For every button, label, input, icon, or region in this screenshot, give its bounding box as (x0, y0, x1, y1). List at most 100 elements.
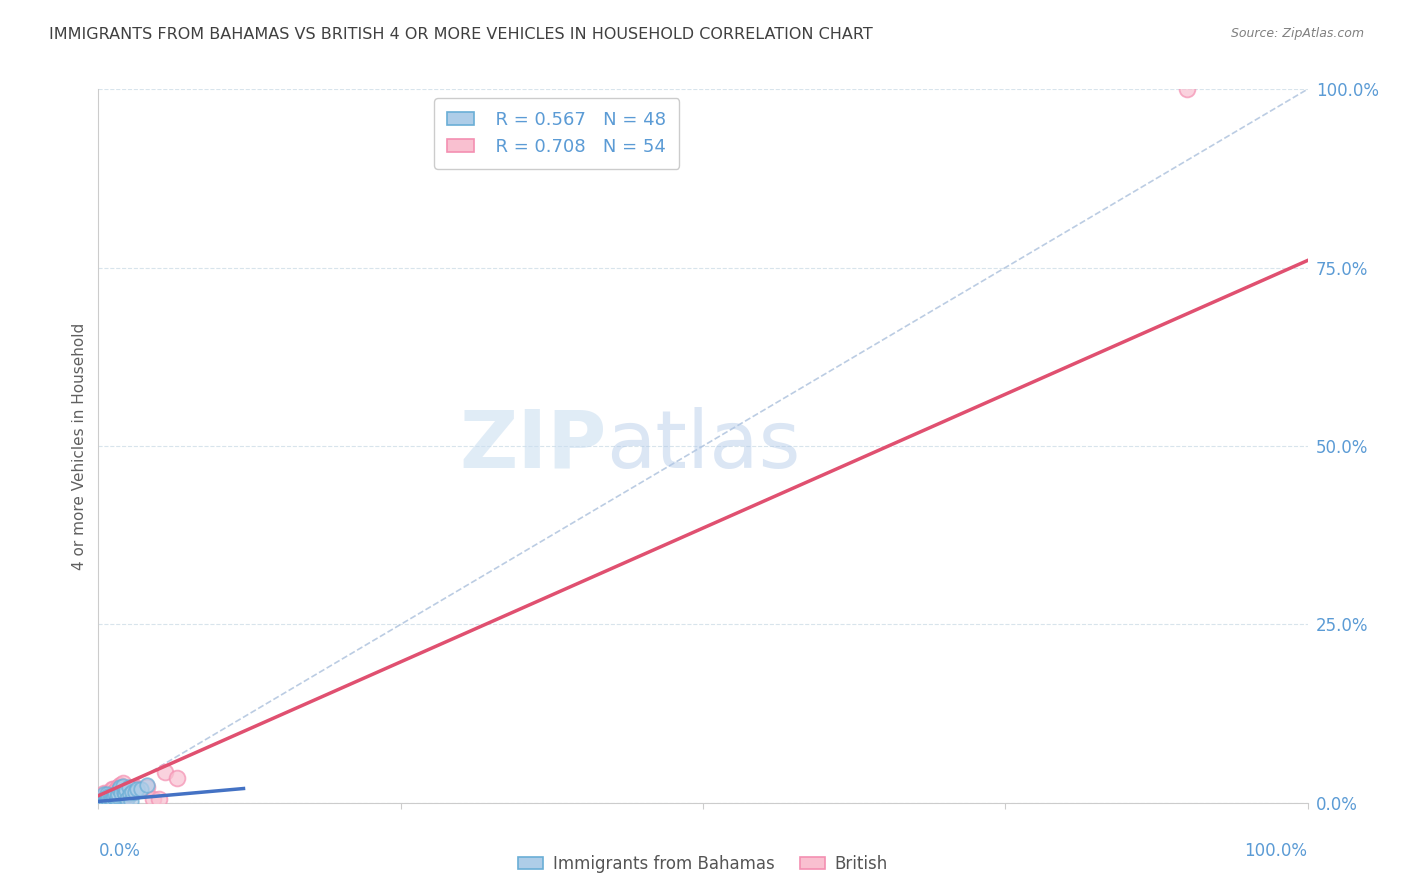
Point (111, 776, 134, 790)
Point (90, 794, 112, 808)
Point (89, 795, 111, 809)
Text: 0.0%: 0.0% (98, 842, 141, 860)
Point (114, 789, 136, 803)
Point (118, 787, 141, 801)
Point (108, 781, 131, 796)
Point (135, 780, 157, 794)
Point (97, 791, 120, 805)
Point (108, 780, 131, 794)
Point (93, 792, 115, 806)
Point (98, 794, 121, 808)
Point (124, 780, 146, 794)
Point (101, 789, 124, 803)
Point (101, 789, 124, 803)
Point (127, 781, 149, 796)
Point (104, 785, 127, 799)
Point (91, 792, 114, 806)
Point (89, 794, 111, 808)
Point (120, 794, 142, 808)
Point (94, 789, 117, 803)
Point (100, 793, 122, 807)
Point (148, 792, 170, 806)
Point (90, 794, 112, 808)
Legend:   R = 0.567   N = 48,   R = 0.708   N = 54: R = 0.567 N = 48, R = 0.708 N = 54 (434, 98, 679, 169)
Point (91, 794, 114, 808)
Point (91, 793, 114, 807)
Point (108, 778, 131, 792)
Point (112, 785, 135, 799)
Point (91, 793, 114, 807)
Point (90, 795, 112, 809)
Point (93, 794, 115, 808)
Point (90, 795, 112, 809)
Point (118, 785, 141, 799)
Point (97, 787, 120, 801)
Point (91, 794, 114, 808)
Point (103, 785, 125, 799)
Point (118, 780, 141, 794)
Point (96, 787, 118, 801)
Point (124, 785, 146, 799)
Point (107, 787, 129, 801)
Text: IMMIGRANTS FROM BAHAMAS VS BRITISH 4 OR MORE VEHICLES IN HOUSEHOLD CORRELATION C: IMMIGRANTS FROM BAHAMAS VS BRITISH 4 OR … (49, 27, 873, 42)
Point (100, 789, 122, 803)
Point (96, 790, 118, 805)
Point (91, 794, 114, 808)
Point (93, 794, 115, 808)
Point (115, 783, 138, 797)
Point (94, 794, 117, 808)
Point (110, 780, 132, 794)
Point (153, 765, 176, 780)
Point (89, 794, 111, 808)
Point (94, 790, 117, 805)
Point (100, 789, 122, 804)
Point (121, 785, 143, 799)
Point (90, 794, 112, 808)
Point (107, 780, 129, 794)
Point (91, 790, 114, 805)
Point (115, 787, 138, 801)
Point (91, 789, 114, 803)
Legend: Immigrants from Bahamas, British: Immigrants from Bahamas, British (512, 848, 894, 880)
Point (87, 795, 110, 809)
Point (98, 790, 121, 805)
Text: Source: ZipAtlas.com: Source: ZipAtlas.com (1230, 27, 1364, 40)
Point (100, 791, 122, 805)
Point (94, 790, 117, 805)
Point (166, 771, 188, 785)
Point (96, 787, 118, 801)
Point (114, 787, 136, 801)
Point (101, 781, 124, 796)
Point (96, 790, 118, 805)
Point (89, 795, 111, 809)
Text: 100.0%: 100.0% (1244, 842, 1308, 860)
Point (90, 795, 112, 809)
Point (105, 789, 128, 803)
Point (100, 788, 122, 802)
Point (89, 794, 111, 808)
Point (93, 787, 115, 801)
Text: ZIP: ZIP (458, 407, 606, 485)
Point (118, 787, 141, 801)
Point (103, 790, 125, 805)
Text: atlas: atlas (606, 407, 800, 485)
Point (97, 789, 120, 803)
Point (142, 792, 165, 806)
Point (107, 785, 129, 799)
Point (1175, 82, 1198, 96)
Point (89, 795, 111, 809)
Y-axis label: 4 or more Vehicles in Household: 4 or more Vehicles in Household (72, 322, 87, 570)
Point (104, 787, 127, 801)
Point (100, 787, 122, 801)
Point (117, 792, 139, 806)
Point (93, 787, 115, 801)
Point (93, 786, 115, 800)
Point (104, 789, 127, 803)
Point (91, 794, 114, 808)
Point (135, 778, 157, 792)
Point (111, 780, 134, 794)
Point (127, 781, 149, 796)
Point (117, 787, 139, 801)
Point (129, 781, 152, 796)
Point (105, 787, 128, 801)
